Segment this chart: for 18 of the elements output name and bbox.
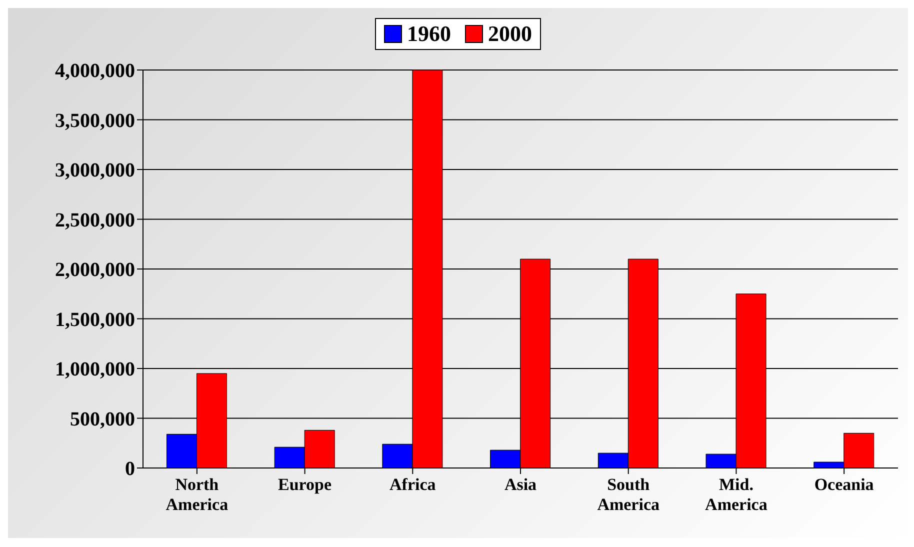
x-tick-label: Oceania — [814, 475, 874, 494]
y-tick-label: 500,000 — [70, 408, 135, 430]
x-tick-label: North America — [166, 475, 229, 514]
y-tick-label: 3,000,000 — [55, 160, 135, 182]
x-tick-label: Asia — [504, 475, 538, 494]
y-tick-label: 4,000,000 — [55, 60, 135, 82]
x-tick-label: South America — [597, 475, 660, 514]
y-tick-label: 2,000,000 — [55, 259, 135, 282]
legend-label: 1960 — [407, 21, 451, 47]
y-tick-label: 1,000,000 — [55, 358, 135, 381]
legend-label: 2000 — [488, 21, 532, 47]
y-tick-label: 3,500,000 — [55, 110, 135, 132]
x-tick-label: Europe — [278, 475, 332, 494]
x-tick-label: Mid. America — [705, 475, 768, 514]
y-tick-label: 0 — [125, 458, 135, 480]
y-tick-label: 2,500,000 — [55, 209, 135, 232]
y-tick-label: 1,500,000 — [55, 308, 135, 331]
x-tick-label: Africa — [390, 475, 436, 494]
